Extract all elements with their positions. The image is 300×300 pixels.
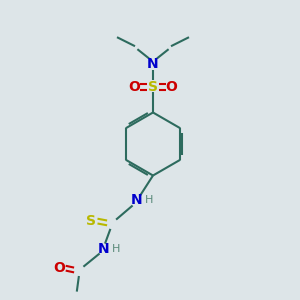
Text: O: O [128, 80, 140, 94]
Text: H: H [145, 195, 153, 206]
Text: O: O [53, 261, 65, 275]
Text: N: N [98, 242, 109, 256]
Text: S: S [86, 214, 96, 228]
Text: N: N [147, 57, 159, 70]
Text: S: S [148, 80, 158, 94]
Text: O: O [166, 80, 178, 94]
Text: H: H [112, 244, 120, 254]
Text: N: N [131, 194, 142, 207]
